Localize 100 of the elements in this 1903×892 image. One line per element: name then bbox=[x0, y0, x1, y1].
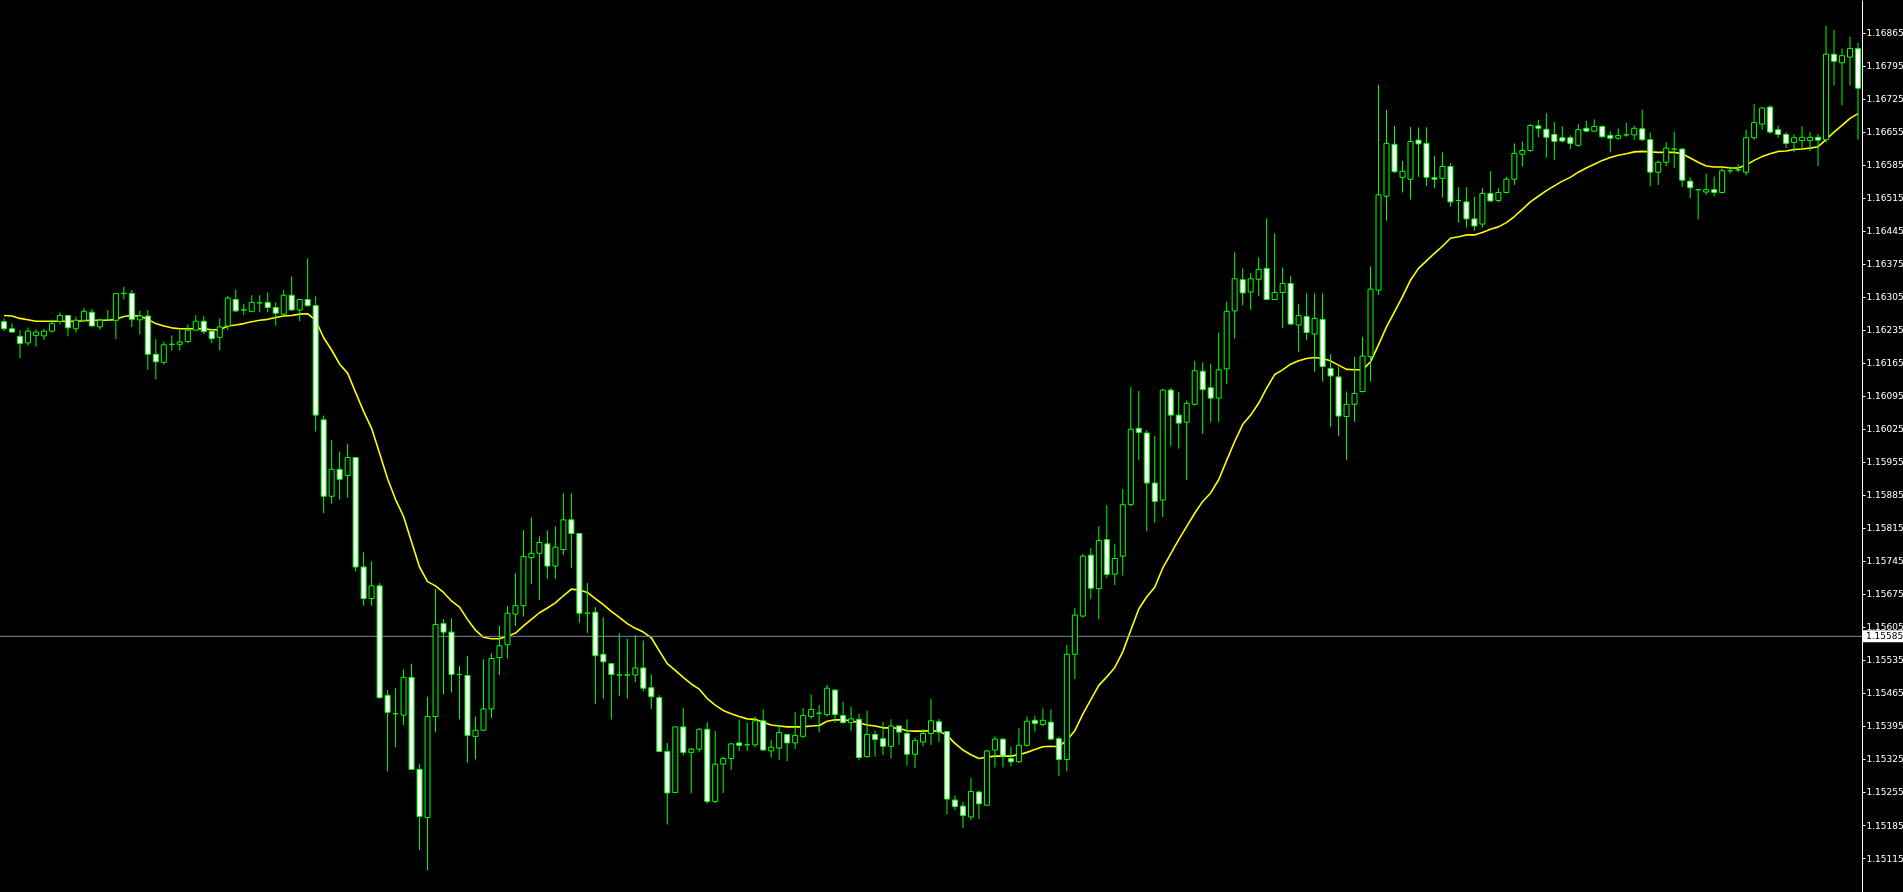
candlestick bbox=[720, 756, 727, 794]
y-tick-label: 1.16795 bbox=[1866, 61, 1903, 72]
candlestick bbox=[1175, 391, 1182, 450]
y-tick-label: 1.16305 bbox=[1866, 292, 1903, 303]
candlestick bbox=[951, 794, 958, 811]
candlestick bbox=[8, 323, 15, 333]
candlestick bbox=[1151, 435, 1158, 524]
candlestick bbox=[800, 707, 807, 739]
candlestick bbox=[288, 275, 295, 312]
ref-line-label: 1.15585 bbox=[1866, 631, 1903, 642]
candlestick bbox=[736, 718, 743, 752]
candlestick bbox=[1543, 112, 1550, 159]
candlestick bbox=[991, 735, 998, 768]
candlestick bbox=[808, 693, 815, 720]
candlestick bbox=[1639, 108, 1646, 142]
candlestick bbox=[1111, 543, 1118, 586]
candlestick bbox=[912, 737, 919, 769]
y-tick-label: 1.15395 bbox=[1866, 721, 1903, 732]
candlestick bbox=[1199, 361, 1206, 435]
candlestick bbox=[975, 790, 982, 820]
candlestick bbox=[1839, 48, 1846, 106]
y-tick-label: 1.15745 bbox=[1866, 556, 1903, 567]
candlestick bbox=[184, 324, 191, 344]
candlestick bbox=[1791, 133, 1798, 153]
candlestick bbox=[776, 725, 783, 761]
y-tick-label: 1.15255 bbox=[1866, 787, 1903, 798]
candlestick bbox=[792, 711, 799, 750]
y-tick-label: 1.16445 bbox=[1866, 226, 1903, 237]
candlestick bbox=[1775, 124, 1782, 139]
candlestick bbox=[848, 706, 855, 732]
candlestick bbox=[784, 733, 791, 762]
y-tick-label: 1.16095 bbox=[1866, 391, 1903, 402]
candlestick bbox=[1703, 173, 1710, 196]
candlestick bbox=[935, 718, 942, 743]
candlestick bbox=[496, 625, 503, 676]
candlestick bbox=[888, 718, 895, 760]
y-tick-label: 1.16165 bbox=[1866, 358, 1903, 369]
candlestick bbox=[1239, 267, 1246, 306]
candlestick bbox=[176, 329, 183, 351]
candlestick bbox=[1207, 363, 1214, 423]
candlestick bbox=[1015, 727, 1022, 764]
y-tick-label: 1.16725 bbox=[1866, 94, 1903, 105]
candlestick bbox=[1759, 106, 1766, 131]
y-tick-label: 1.15465 bbox=[1866, 688, 1903, 699]
candlestick bbox=[160, 341, 167, 366]
candlestick bbox=[56, 311, 63, 326]
candlestick bbox=[32, 328, 39, 348]
candlestick bbox=[1183, 399, 1190, 481]
y-tick-label: 1.15325 bbox=[1866, 754, 1903, 765]
candlestick bbox=[896, 724, 903, 746]
candlestick bbox=[1687, 176, 1694, 199]
candlestick bbox=[136, 310, 143, 335]
candlestick bbox=[1047, 708, 1054, 741]
y-tick-label: 1.16515 bbox=[1866, 193, 1903, 204]
candlestick bbox=[608, 662, 615, 720]
candlestick bbox=[640, 640, 647, 693]
candlestick bbox=[1663, 141, 1670, 167]
candlestick bbox=[688, 747, 695, 794]
candlestick bbox=[624, 638, 631, 700]
y-tick-label: 1.16585 bbox=[1866, 160, 1903, 171]
candlestick bbox=[24, 326, 31, 347]
candlestick bbox=[264, 291, 271, 313]
candlestick bbox=[648, 674, 655, 710]
y-tick-label: 1.16655 bbox=[1866, 127, 1903, 138]
candlestick bbox=[840, 701, 847, 725]
candlestick bbox=[304, 258, 311, 308]
candlestick bbox=[272, 301, 279, 326]
candlestick bbox=[1055, 736, 1062, 777]
candlestick bbox=[1551, 121, 1558, 161]
candlestick bbox=[696, 727, 703, 753]
candlestick bbox=[280, 289, 287, 316]
y-tick-label: 1.15605 bbox=[1866, 622, 1903, 633]
candlestick bbox=[16, 329, 23, 359]
y-tick-label: 1.15675 bbox=[1866, 589, 1903, 600]
candlestick bbox=[1831, 29, 1838, 86]
candlestick bbox=[64, 315, 71, 337]
candlestick bbox=[928, 698, 934, 746]
y-tick-label: 1.15955 bbox=[1866, 457, 1903, 468]
y-tick-label: 1.15885 bbox=[1866, 490, 1903, 501]
candlestick bbox=[1711, 175, 1718, 197]
candlestick bbox=[1671, 131, 1678, 169]
candlestick bbox=[959, 801, 966, 829]
y-tick-label: 1.16865 bbox=[1866, 28, 1903, 39]
candlestick bbox=[1135, 390, 1142, 461]
candlestick bbox=[632, 634, 639, 683]
candlestick bbox=[1007, 746, 1014, 768]
y-tick-label: 1.15185 bbox=[1866, 820, 1903, 831]
candlestick bbox=[1031, 715, 1038, 733]
candlestick bbox=[1719, 167, 1726, 194]
candlestick bbox=[1575, 123, 1582, 148]
candlestick bbox=[1039, 708, 1046, 727]
candlestick bbox=[616, 633, 623, 697]
candlestick bbox=[999, 737, 1006, 768]
candlestick bbox=[864, 709, 871, 759]
candlestick bbox=[1799, 125, 1806, 150]
y-tick-label: 1.15535 bbox=[1866, 655, 1903, 666]
candlestick bbox=[1607, 130, 1614, 153]
candlestick bbox=[1815, 133, 1822, 167]
y-tick-label: 1.15115 bbox=[1866, 853, 1903, 864]
candlestick bbox=[872, 730, 879, 758]
